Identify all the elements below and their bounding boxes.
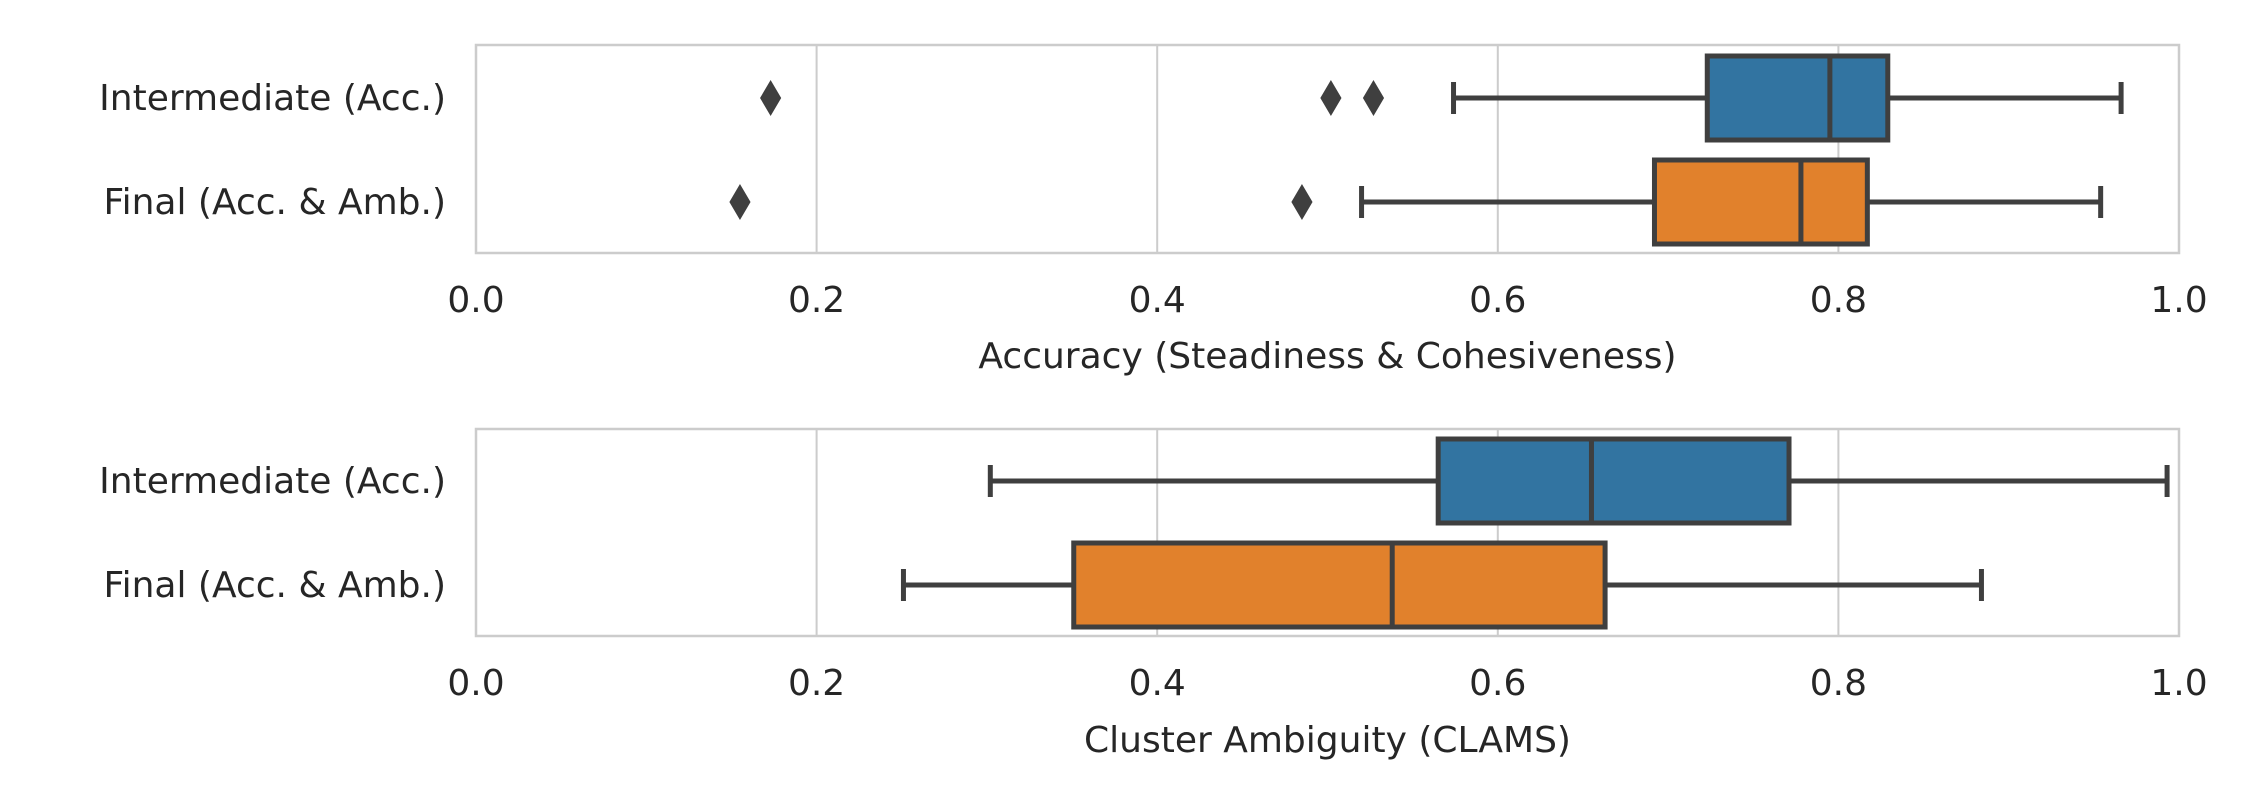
- iqr-box: [1707, 56, 1888, 140]
- boxplot-series: [761, 56, 2121, 140]
- category-label: Final (Acc. & Amb.): [104, 182, 446, 223]
- category-label: Intermediate (Acc.): [99, 461, 446, 502]
- boxplot-series: [990, 439, 2167, 523]
- outlier-point: [761, 81, 781, 115]
- x-tick-label: 1.0: [2150, 280, 2207, 321]
- x-axis-title: Cluster Ambiguity (CLAMS): [1084, 720, 1571, 761]
- x-axis-title: Accuracy (Steadiness & Cohesiveness): [978, 336, 1676, 377]
- x-tick-label: 0.0: [447, 663, 504, 704]
- x-tick-label: 0.4: [1129, 663, 1186, 704]
- x-tick-label: 0.6: [1469, 663, 1526, 704]
- accuracy-boxplot-panel: 0.0 0.2 0.4 0.6 0.8 1.0 Accuracy (Steadiness &…: [99, 45, 2207, 377]
- x-tick-label: 0.0: [447, 280, 504, 321]
- x-tick-label: 0.2: [788, 280, 845, 321]
- axes-frame: [476, 45, 2179, 253]
- boxplot-series: [730, 160, 2101, 244]
- boxplot-series: [903, 543, 1981, 627]
- x-tick-label: 0.2: [788, 663, 845, 704]
- outlier-point: [730, 185, 750, 219]
- outlier-point: [1321, 81, 1341, 115]
- iqr-box: [1074, 543, 1605, 627]
- ambiguity-boxplot-panel: 0.0 0.2 0.4 0.6 0.8 1.0 Cluster Ambiguity (CLA…: [99, 429, 2207, 761]
- x-tick-label: 0.8: [1810, 663, 1867, 704]
- category-label: Intermediate (Acc.): [99, 78, 446, 119]
- x-tick-label: 0.4: [1129, 280, 1186, 321]
- category-label: Final (Acc. & Amb.): [104, 565, 446, 606]
- iqr-box: [1654, 160, 1867, 244]
- x-tick-label: 1.0: [2150, 663, 2207, 704]
- x-tick-label: 0.8: [1810, 280, 1867, 321]
- x-tick-label: 0.6: [1469, 280, 1526, 321]
- outlier-point: [1363, 81, 1383, 115]
- iqr-box: [1438, 439, 1789, 523]
- outlier-point: [1292, 185, 1312, 219]
